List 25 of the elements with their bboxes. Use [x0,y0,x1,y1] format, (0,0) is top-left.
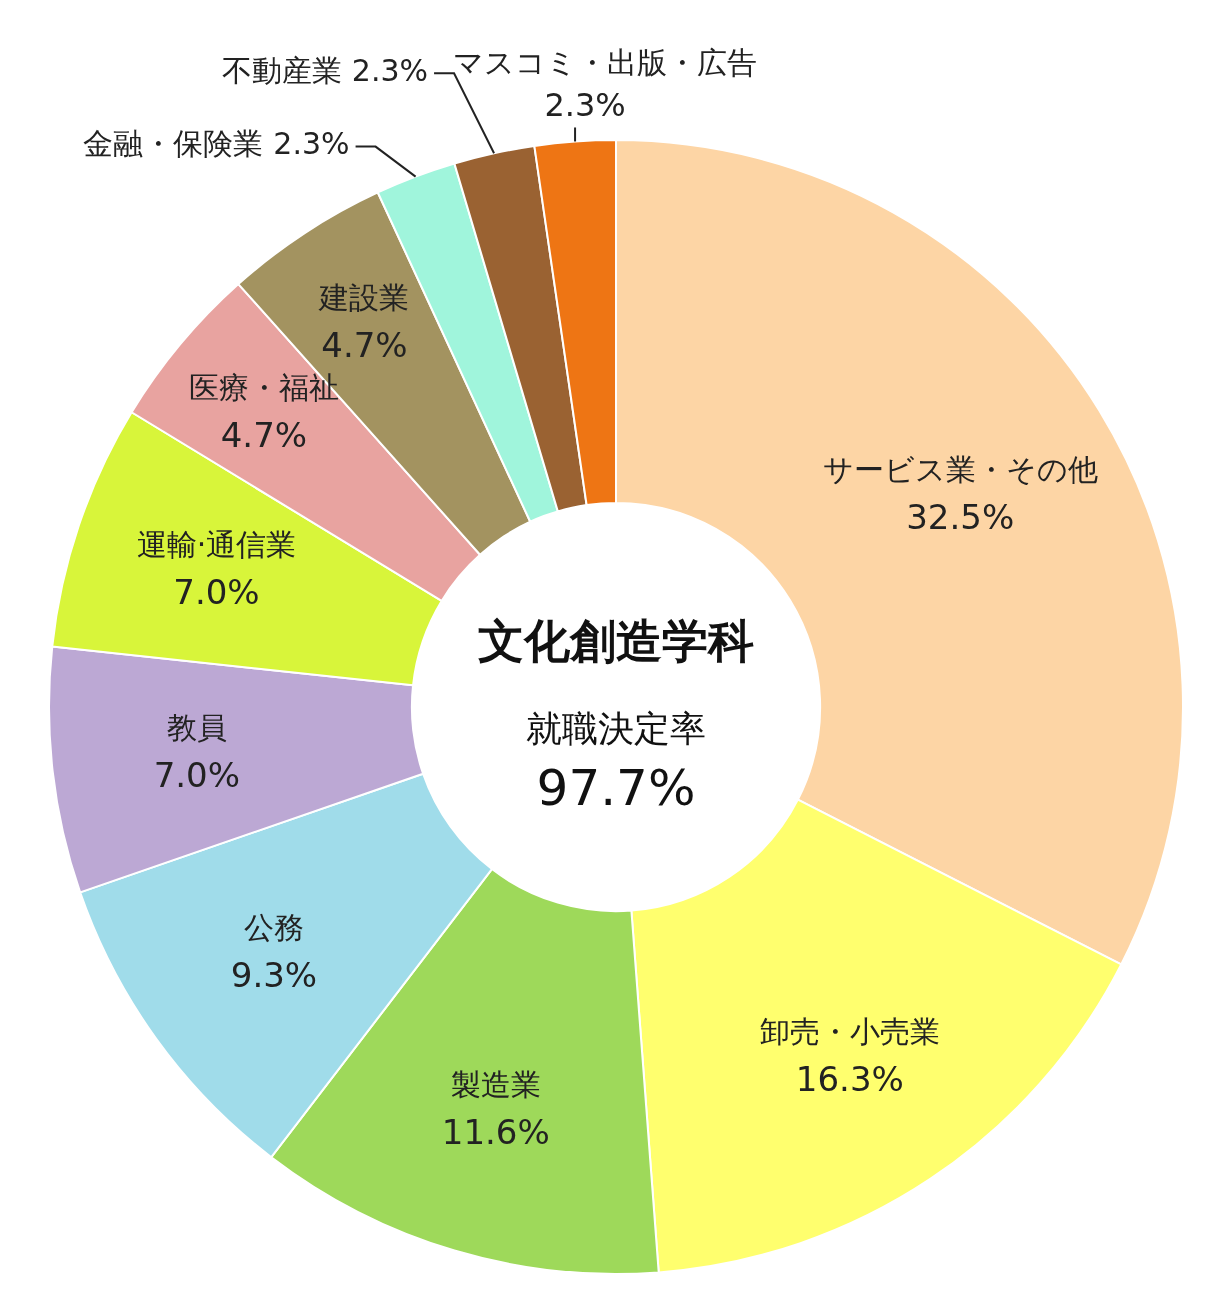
slice-label: 製造業 [450,1067,541,1103]
data-label: 2.3% [273,126,350,162]
slice-label: 医療・福祉 [188,369,339,405]
slice-label: マスコミ・出版・広告 [453,45,758,81]
text: 就職決定率 [526,708,706,750]
data-label: 2.3% [544,85,626,124]
slice-label: 卸売・小売業 [759,1013,940,1049]
data-label: 4.7% [321,324,408,365]
data-label: 4.7% [220,414,308,455]
slice-label: 公務 [243,909,304,945]
slice-label: 金融・保険業 [83,126,264,162]
data-label: 9.3% [230,954,318,995]
slice-label: 建設業 [318,279,410,315]
data-label: 11.6% [441,1112,550,1153]
slice-label: 運輸·通信業 [136,527,297,563]
slice-label: 教員 [166,710,227,746]
data-label: 7.0% [173,572,260,613]
data-label: 16.3% [795,1058,904,1099]
text: 97.7% [536,758,696,817]
data-label: 32.5% [906,496,1015,537]
data-label: 2.3% [351,53,429,89]
data-label: 7.0% [153,755,241,796]
slice-label: 不動産業 [221,53,342,89]
text: 文化創造学科 [478,613,754,668]
slice-label: サービス業・その他 [822,451,1098,487]
